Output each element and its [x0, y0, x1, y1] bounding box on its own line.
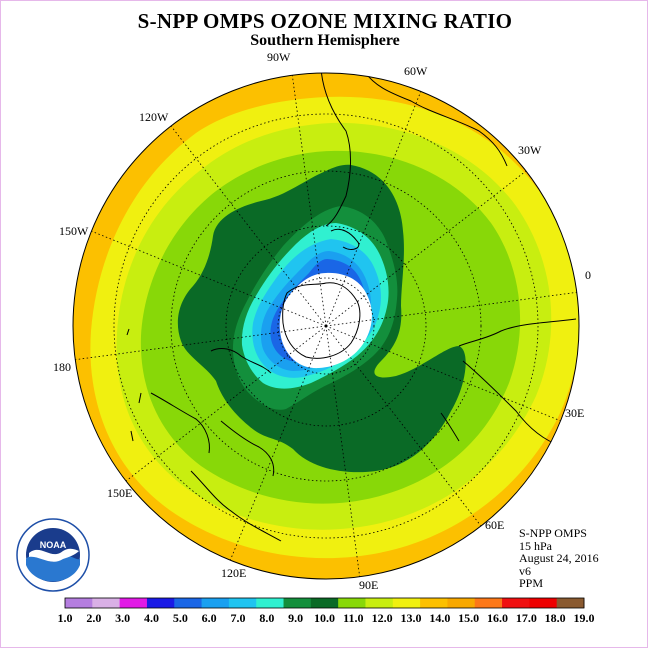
- colorbar-tick-label: 11.0: [343, 611, 363, 625]
- info-level: 15 hPa: [519, 538, 552, 553]
- colorbar-tick-label: 8.0: [259, 611, 274, 625]
- colorbar-swatch: [228, 598, 257, 608]
- lon-label-60e: 60E: [485, 518, 504, 532]
- latitude-gridlines: [113, 113, 539, 539]
- colorbar-tick-label: 13.0: [401, 611, 422, 625]
- meridian-gridlines: [73, 73, 579, 579]
- colorbar-tick-label: 3.0: [115, 611, 130, 625]
- lon-label-30e: 30E: [565, 406, 584, 420]
- colorbar-swatch: [365, 598, 394, 608]
- colorbar-tick-label: 19.0: [574, 611, 595, 625]
- colorbar-tick-label: 12.0: [372, 611, 393, 625]
- colorbar-swatch: [420, 598, 448, 608]
- south-pole-dot: [324, 324, 328, 328]
- info-units: PPM: [519, 576, 544, 590]
- lon-label-90e: 90E: [359, 578, 378, 592]
- info-box: S-NPP OMPS 15 hPa August 24, 2016 v6 PPM: [519, 527, 599, 590]
- colorbar-border: [64, 597, 585, 609]
- colorbar-tick-label: 18.0: [545, 611, 566, 625]
- lon-label-120e: 120E: [221, 566, 246, 580]
- colorbar-swatch: [201, 598, 230, 608]
- coastlines: [126, 73, 577, 542]
- colorbar-swatch: [119, 598, 148, 608]
- colorbar-tick-label: 7.0: [231, 611, 246, 625]
- colorbar-swatch: [283, 598, 312, 608]
- colorbar-swatch: [392, 598, 421, 608]
- lon-label-30w: 30W: [518, 143, 542, 157]
- colorbar: 1.0 2.0 3.0 4.0 5.0 6.0 7.0 8.0 9.0 10.0 11.0 12.0 1…: [58, 597, 595, 625]
- info-version: v6: [519, 563, 531, 578]
- info-date: August 24, 2016: [519, 551, 599, 565]
- colorbar-tick-label: 15.0: [458, 611, 479, 625]
- colorbar-swatch: [146, 598, 175, 608]
- polar-no-data: [279, 272, 372, 369]
- colorbar-swatch: [474, 598, 503, 608]
- colorbar-swatch: [310, 598, 339, 608]
- colorbar-tick-label: 14.0: [429, 611, 450, 625]
- colorbar-tick-label: 6.0: [202, 611, 217, 625]
- colorbar-tick-label: 5.0: [173, 611, 188, 625]
- ozone-field: [73, 73, 579, 579]
- lon-label-90w: 90W: [267, 50, 291, 64]
- colorbar-tick-label: 2.0: [86, 611, 101, 625]
- colorbar-swatch: [502, 598, 530, 608]
- colorbar-tick-label: 1.0: [58, 611, 73, 625]
- lon-label-150w: 150W: [59, 224, 89, 238]
- map-subtitle: Southern Hemisphere: [250, 32, 400, 49]
- colorbar-swatch: [556, 598, 585, 608]
- lon-label-60w: 60W: [404, 64, 428, 78]
- colorbar-tick-label: 16.0: [487, 611, 508, 625]
- map-boundary: [72, 72, 580, 580]
- colorbar-swatch: [447, 598, 476, 608]
- lon-label-0: 0: [585, 268, 591, 282]
- info-instrument: S-NPP OMPS: [519, 526, 587, 540]
- colorbar-tick-label: 17.0: [516, 611, 537, 625]
- longitude-labels: 0 30E 60E 90E 120E 150E 180 150W 120W 90…: [53, 50, 591, 592]
- colorbar-swatch: [174, 598, 203, 608]
- lon-label-180: 180: [53, 360, 71, 374]
- colorbar-tick-label: 9.0: [288, 611, 303, 625]
- lon-label-150e: 150E: [107, 486, 132, 500]
- colorbar-swatch: [92, 598, 121, 608]
- lon-label-120w: 120W: [139, 110, 169, 124]
- colorbar-swatch: [338, 598, 366, 608]
- map-title: S-NPP OMPS OZONE MIXING RATIO: [137, 9, 513, 33]
- colorbar-tick-label: 4.0: [144, 611, 159, 625]
- colorbar-swatch: [529, 598, 558, 608]
- colorbar-swatch: [256, 598, 285, 608]
- logo-text: NOAA: [40, 540, 67, 550]
- colorbar-swatch: [65, 598, 93, 608]
- colorbar-tick-label: 10.0: [314, 611, 335, 625]
- noaa-logo: NOAA: [16, 518, 90, 592]
